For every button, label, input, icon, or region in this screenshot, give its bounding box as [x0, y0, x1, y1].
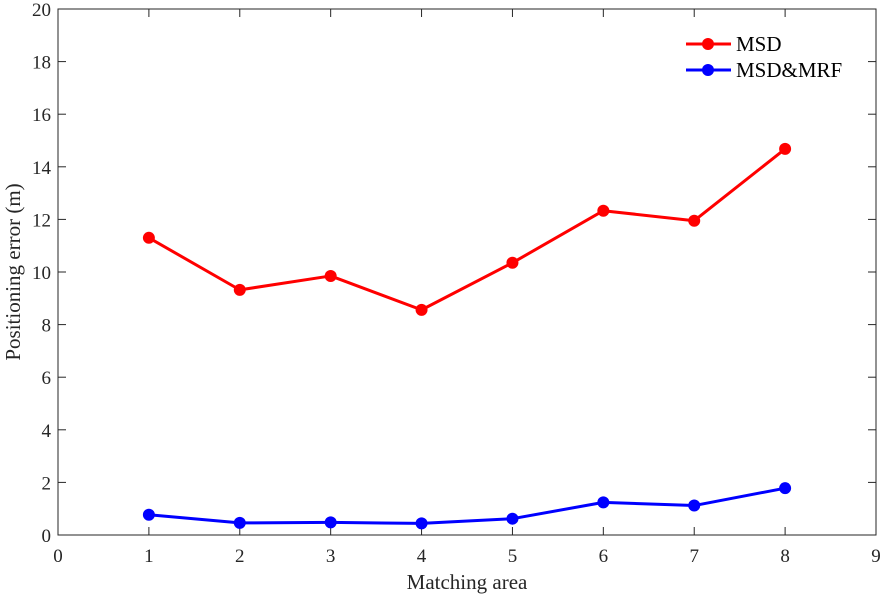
- x-tick-label: 3: [326, 546, 336, 567]
- y-tick-label: 12: [32, 210, 51, 231]
- series-msd-mrf: [142, 482, 792, 530]
- x-tick-label: 6: [599, 546, 609, 567]
- y-tick-label: 10: [32, 263, 51, 284]
- plot-area: [57, 8, 877, 536]
- axes-box: [57, 8, 877, 536]
- series-layer: [142, 142, 792, 530]
- y-axis-ticks: 0 2 4 6 8 10 12 14 16 18 20: [32, 0, 876, 547]
- data-point-marker: [688, 499, 701, 512]
- x-tick-label: 0: [53, 546, 63, 567]
- data-point-marker: [779, 482, 792, 495]
- y-tick-label: 8: [42, 316, 52, 337]
- data-point-marker: [506, 512, 519, 525]
- x-axis-label: Matching area: [407, 570, 528, 594]
- data-point-marker: [233, 516, 246, 529]
- x-tick-label: 7: [689, 546, 699, 567]
- x-tick-label: 5: [508, 546, 518, 567]
- series-msd: [142, 142, 792, 316]
- data-point-marker: [142, 231, 155, 244]
- data-point-marker: [415, 517, 428, 530]
- legend-label: MSD&MRF: [736, 58, 842, 82]
- legend-label: MSD: [736, 32, 782, 56]
- legend-item: MSD: [686, 32, 782, 56]
- x-tick-label: 1: [144, 546, 154, 567]
- legend-item: MSD&MRF: [686, 58, 842, 82]
- data-point-marker: [779, 142, 792, 155]
- data-point-marker: [597, 204, 610, 217]
- y-tick-label: 2: [42, 473, 52, 494]
- x-axis-ticks: 0 1 2 3 4 5 6 7 8 9: [53, 9, 881, 567]
- x-tick-label: 4: [417, 546, 427, 567]
- data-point-marker: [324, 269, 337, 282]
- data-point-marker: [142, 508, 155, 521]
- x-tick-label: 2: [235, 546, 245, 567]
- y-tick-label: 4: [42, 421, 52, 442]
- x-tick-label: 9: [871, 546, 881, 567]
- data-point-marker: [597, 496, 610, 509]
- data-point-marker: [506, 256, 519, 269]
- data-point-marker: [324, 516, 337, 529]
- y-tick-label: 0: [42, 526, 52, 547]
- data-point-marker: [233, 283, 246, 296]
- y-tick-label: 6: [42, 368, 52, 389]
- y-tick-label: 18: [32, 53, 51, 74]
- y-tick-label: 14: [32, 158, 52, 179]
- y-tick-label: 16: [32, 105, 51, 126]
- data-point-marker: [415, 303, 428, 316]
- data-point-marker: [688, 214, 701, 227]
- x-tick-label: 8: [780, 546, 790, 567]
- y-axis-label: Positioning error (m): [1, 183, 25, 360]
- y-tick-label: 20: [32, 0, 51, 21]
